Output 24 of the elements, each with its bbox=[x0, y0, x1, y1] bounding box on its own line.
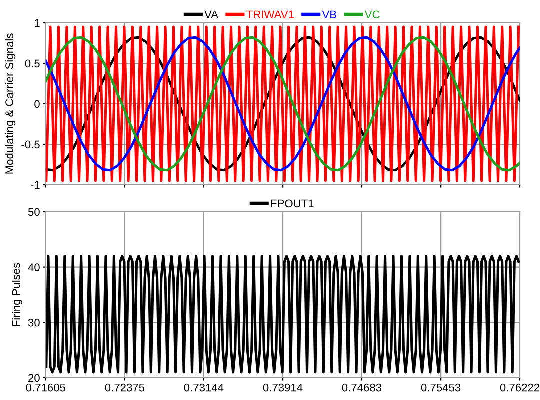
x-tick-label: 0.74683 bbox=[342, 384, 382, 392]
y-tick-label: 40 bbox=[28, 264, 40, 272]
legend-label: FPOUT1 bbox=[271, 200, 314, 208]
y-tick-label: -1 bbox=[30, 181, 40, 190]
x-tick-label: 0.76222 bbox=[500, 384, 540, 392]
y-axis-title: Modulating & Carrier Signals bbox=[5, 34, 16, 174]
x-tick-label: 0.73144 bbox=[184, 384, 224, 392]
y-tick-label: 0 bbox=[34, 100, 40, 108]
x-tick-label: 0.75453 bbox=[421, 384, 461, 392]
legend-label: TRIWAV1 bbox=[246, 10, 294, 18]
y-tick-label: 30 bbox=[28, 318, 40, 327]
y-tick-label: 20 bbox=[28, 374, 40, 382]
y-tick-label: -0.5 bbox=[22, 140, 40, 149]
y-tick-label: 1 bbox=[35, 19, 40, 28]
y-axis-title: Firing Pulses bbox=[12, 263, 22, 326]
x-tick-label: 0.73914 bbox=[263, 384, 303, 392]
legend-label: VC bbox=[364, 10, 380, 19]
x-tick-label: 0.72375 bbox=[105, 384, 145, 392]
y-tick-label: 50 bbox=[28, 208, 40, 216]
legend-label: VB bbox=[322, 10, 336, 18]
legend-label: VA bbox=[204, 10, 219, 18]
x-tick-label: 0.71605 bbox=[26, 384, 66, 392]
line-series bbox=[46, 255, 520, 374]
y-tick-label: 0.5 bbox=[25, 60, 40, 68]
